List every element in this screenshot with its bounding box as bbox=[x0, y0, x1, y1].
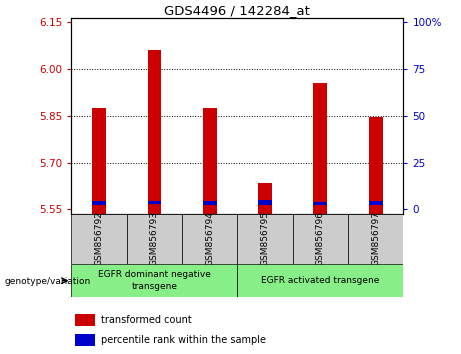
Text: GSM856796: GSM856796 bbox=[316, 211, 325, 267]
Text: GSM856793: GSM856793 bbox=[150, 211, 159, 267]
Bar bbox=[182, 214, 237, 264]
Bar bbox=[313, 202, 327, 205]
Bar bbox=[75, 314, 95, 326]
Text: percentile rank within the sample: percentile rank within the sample bbox=[101, 335, 266, 345]
Bar bbox=[75, 334, 95, 346]
Text: EGFR dominant negative
transgene: EGFR dominant negative transgene bbox=[98, 270, 211, 291]
Bar bbox=[369, 118, 383, 214]
Title: GDS4496 / 142284_at: GDS4496 / 142284_at bbox=[165, 4, 310, 17]
Text: EGFR activated transgene: EGFR activated transgene bbox=[261, 276, 379, 285]
Bar bbox=[237, 264, 403, 297]
Text: GSM856794: GSM856794 bbox=[205, 211, 214, 267]
Text: genotype/variation: genotype/variation bbox=[5, 277, 91, 286]
Bar bbox=[148, 51, 161, 214]
Bar bbox=[258, 200, 272, 205]
Text: GSM856792: GSM856792 bbox=[95, 211, 104, 267]
Text: GSM856795: GSM856795 bbox=[260, 211, 270, 267]
Bar bbox=[313, 83, 327, 214]
Bar bbox=[203, 201, 217, 205]
Bar bbox=[203, 108, 217, 214]
Bar bbox=[148, 201, 161, 204]
Bar bbox=[258, 183, 272, 214]
Bar bbox=[369, 201, 383, 205]
Bar bbox=[348, 214, 403, 264]
Bar bbox=[92, 201, 106, 205]
Text: GSM856797: GSM856797 bbox=[371, 211, 380, 267]
Text: transformed count: transformed count bbox=[101, 315, 192, 325]
Bar bbox=[71, 264, 237, 297]
Bar bbox=[293, 214, 348, 264]
Bar bbox=[71, 214, 127, 264]
Bar bbox=[127, 214, 182, 264]
Bar bbox=[92, 108, 106, 214]
Bar bbox=[237, 214, 293, 264]
